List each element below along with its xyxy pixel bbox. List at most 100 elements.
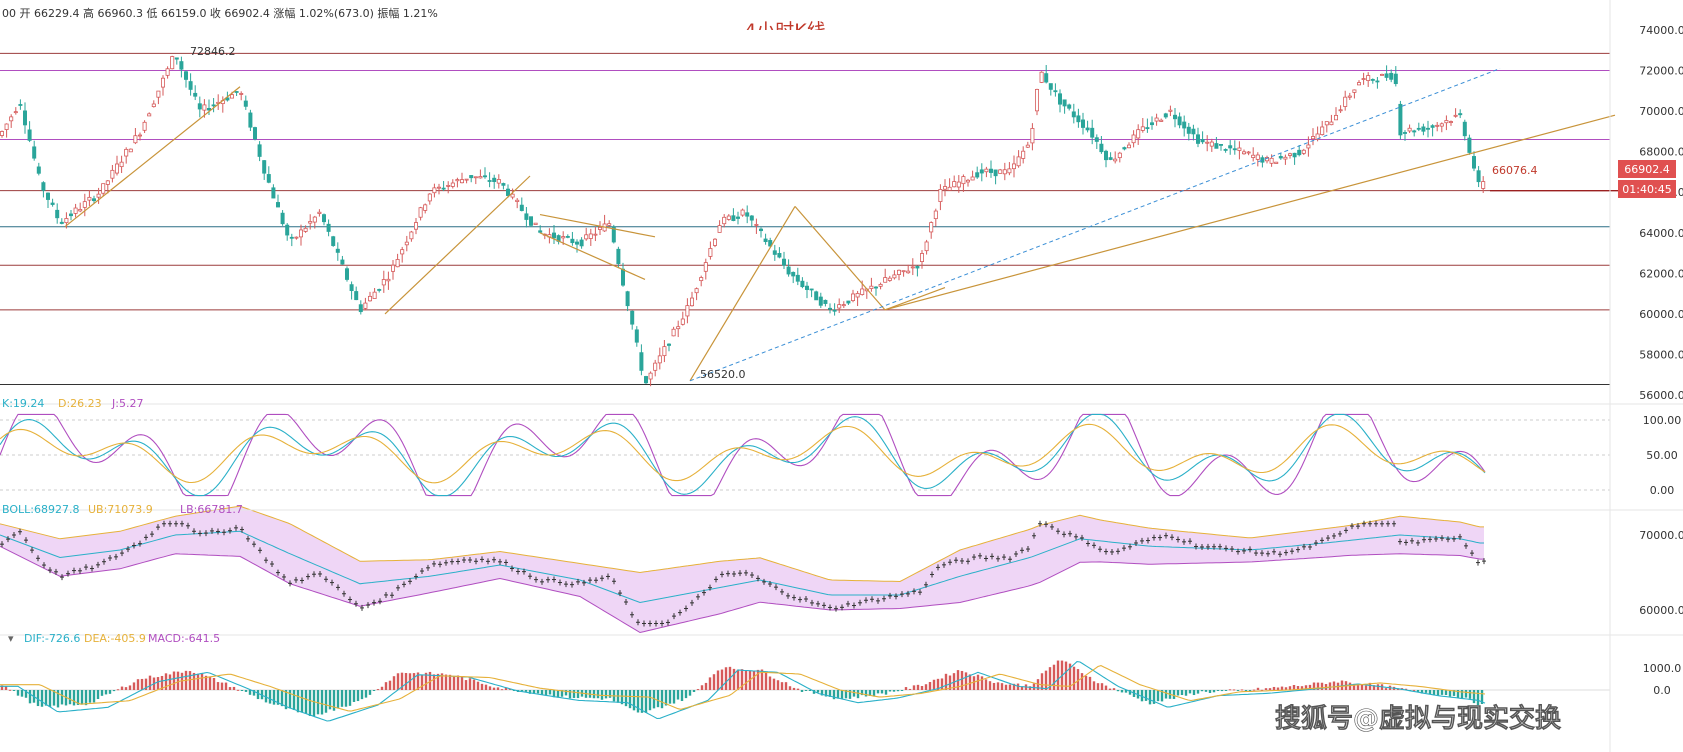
- macd-histogram-bar: [968, 674, 972, 690]
- macd-histogram-bar: [900, 690, 904, 691]
- candle-body: [634, 329, 639, 343]
- candle-body: [450, 182, 455, 187]
- macd-dif-line: [0, 661, 1486, 722]
- candle-body: [621, 268, 626, 286]
- macd-histogram-bar: [896, 690, 900, 692]
- candle-body: [1458, 113, 1463, 116]
- candle-body: [280, 212, 285, 225]
- candle-body: [179, 61, 184, 70]
- candle-body: [538, 230, 543, 233]
- macd-histogram-bar: [712, 674, 716, 690]
- candle-body: [257, 144, 262, 157]
- candle-body: [1044, 73, 1049, 83]
- candle-body: [1430, 125, 1435, 128]
- macd-histogram-bar: [72, 690, 76, 706]
- macd-histogram-bar: [96, 690, 100, 700]
- macd-histogram-bar: [1212, 690, 1216, 693]
- macd-histogram-bar: [816, 690, 820, 693]
- macd-histogram-bar: [120, 686, 124, 690]
- candle-body: [1398, 103, 1403, 136]
- macd-histogram-bar: [780, 682, 784, 690]
- macd-histogram-bar: [500, 689, 504, 691]
- macd-panel[interactable]: [0, 660, 1610, 722]
- macd-histogram-bar: [424, 672, 428, 690]
- candle-body: [846, 300, 851, 304]
- candle-body: [1219, 144, 1224, 146]
- candle-body: [1228, 145, 1233, 149]
- macd-histogram-bar: [980, 676, 984, 690]
- candle-body: [1472, 156, 1477, 169]
- macd-histogram-bar: [688, 690, 692, 696]
- macd-histogram-bar: [200, 673, 204, 690]
- candle-body: [1324, 121, 1329, 126]
- dashed-projection-line: [689, 68, 1501, 382]
- candle-body: [579, 239, 584, 247]
- candle-body: [611, 226, 616, 243]
- macd-histogram-bar: [1296, 686, 1300, 690]
- macd-histogram-bar: [512, 690, 516, 692]
- kdj-panel[interactable]: [0, 413, 1610, 497]
- macd-histogram-bar: [872, 690, 876, 697]
- candle-body: [685, 305, 690, 317]
- macd-histogram-bar: [1224, 690, 1228, 691]
- candle-body: [786, 266, 791, 275]
- macd-histogram-bar: [680, 690, 684, 701]
- macd-histogram-bar: [720, 669, 724, 690]
- candle-body: [142, 121, 147, 131]
- candle-body: [924, 241, 929, 252]
- macd-histogram-bar: [660, 690, 664, 709]
- candle-body: [69, 213, 74, 217]
- candle-body: [703, 262, 708, 272]
- macd-histogram-bar: [244, 690, 248, 692]
- macd-histogram-bar: [308, 690, 312, 717]
- candle-body: [736, 216, 741, 219]
- candle-body: [832, 309, 837, 312]
- candle-body: [1315, 133, 1320, 140]
- candle-body: [482, 175, 487, 178]
- candle-body: [1343, 96, 1348, 107]
- boll-panel[interactable]: [0, 505, 1486, 634]
- candle-body: [1150, 122, 1155, 126]
- macd-histogram-bar: [1108, 688, 1112, 690]
- candle-body: [234, 91, 239, 93]
- candle-body: [1090, 127, 1095, 138]
- candle-body: [759, 228, 764, 232]
- macd-collapse-icon[interactable]: ▾: [8, 632, 14, 645]
- macd-histogram-bar: [1256, 687, 1260, 690]
- macd-histogram-bar: [1356, 683, 1360, 690]
- candle-body: [1306, 144, 1311, 149]
- candle-body: [1462, 121, 1467, 137]
- price-panel[interactable]: [0, 30, 1618, 395]
- macd-histogram-bar: [296, 690, 300, 713]
- macd-histogram-bar: [684, 690, 688, 699]
- candle-body: [731, 215, 736, 221]
- candle-body: [625, 291, 630, 307]
- candle-body: [1361, 78, 1366, 80]
- macd-histogram-bar: [668, 690, 672, 704]
- candle-body: [1007, 168, 1012, 174]
- candle-body: [671, 328, 676, 337]
- candle-body: [1334, 114, 1339, 121]
- macd-histogram-bar: [0, 685, 4, 690]
- macd-histogram-bar: [88, 690, 92, 703]
- macd-histogram-bar: [140, 678, 144, 690]
- kdj-legend-d: D:26.23: [58, 397, 102, 410]
- macd-histogram-bar: [1460, 690, 1464, 699]
- candle-body: [1467, 137, 1472, 153]
- macd-histogram-bar: [704, 682, 708, 690]
- macd-histogram-bar: [372, 690, 376, 691]
- macd-histogram-bar: [104, 690, 108, 695]
- candle-body: [841, 304, 846, 307]
- price-axis-tick: 70000.0: [1639, 105, 1683, 118]
- kdj-j-line: [0, 413, 1486, 497]
- candle-body: [561, 236, 566, 239]
- candle-body: [768, 240, 773, 247]
- candle-body: [910, 266, 915, 269]
- macd-histogram-bar: [1008, 684, 1012, 690]
- candle-body: [1062, 99, 1067, 107]
- macd-histogram-bar: [752, 670, 756, 690]
- candle-body: [436, 186, 441, 189]
- macd-histogram-bar: [844, 690, 848, 699]
- macd-histogram-bar: [1476, 690, 1480, 706]
